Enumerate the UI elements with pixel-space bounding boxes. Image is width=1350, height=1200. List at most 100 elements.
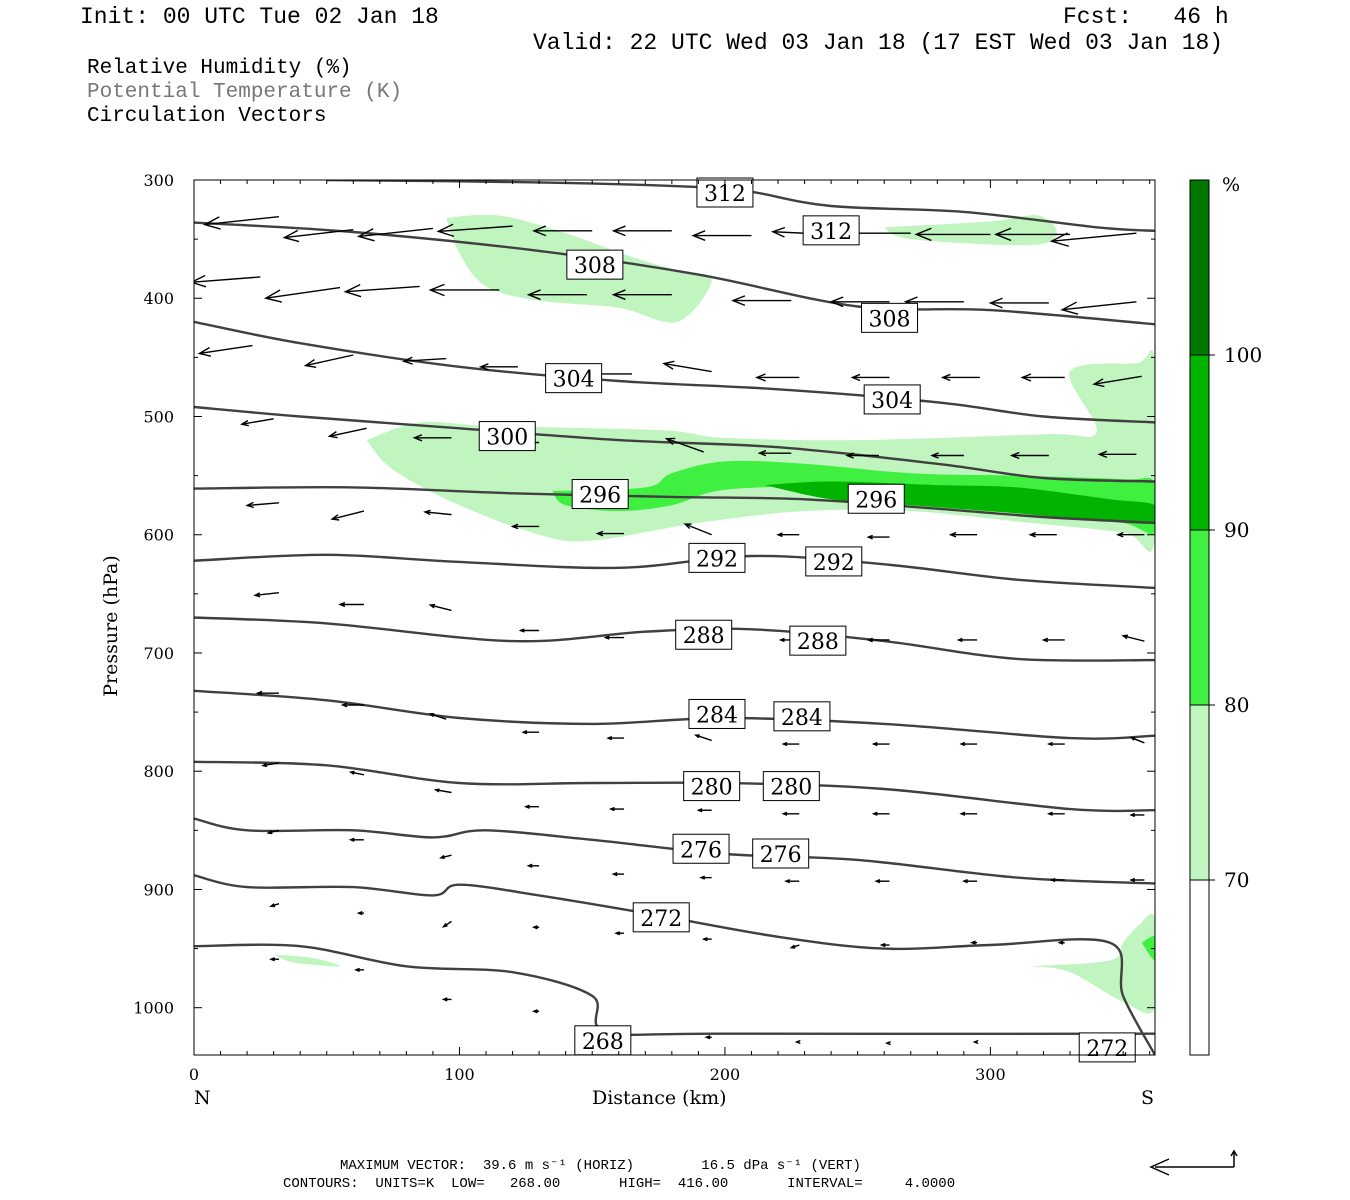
circulation-vector	[611, 871, 625, 877]
circulation-vector	[611, 225, 672, 237]
circulation-vector	[269, 902, 280, 908]
circulation-vector	[343, 283, 420, 298]
contour-label-text: 272	[1086, 1037, 1128, 1062]
circulation-vector	[1129, 812, 1145, 818]
circulation-vector	[850, 373, 890, 382]
circulation-vector	[959, 741, 978, 747]
circulation-vector	[776, 532, 800, 538]
reference-vector-arrow	[1149, 1149, 1238, 1176]
max-vector-info: MAXIMUM VECTOR: 39.6 m s⁻¹ (HORIZ) 16.5 …	[340, 1158, 861, 1174]
contour-label-text: 292	[696, 547, 738, 572]
circulation-vector	[781, 741, 800, 747]
circulation-vector	[303, 354, 354, 369]
contour-label-272: 272	[632, 902, 690, 933]
theta-contour-268	[194, 943, 1155, 1037]
circulation-vector	[845, 452, 879, 459]
circulation-vector	[428, 283, 500, 297]
contour-label-text: 288	[797, 630, 839, 655]
circulation-vector	[423, 509, 452, 516]
circulation-vector	[664, 437, 704, 453]
colorbar-swatch	[1189, 879, 1210, 1056]
contour-label-text: 276	[680, 838, 722, 863]
y-tick-label: 600	[143, 526, 174, 545]
circulation-vector	[948, 531, 978, 538]
x-tick-label: 0	[189, 1065, 199, 1084]
y-tick-label: 500	[143, 407, 174, 426]
circulation-vector	[521, 730, 540, 735]
theta-contour-292	[194, 553, 1155, 590]
circulation-vector	[1020, 373, 1065, 382]
circulation-vector	[356, 910, 364, 916]
circulation-vector	[1129, 877, 1145, 883]
contour-label-312: 312	[802, 215, 860, 246]
contour-label-text: 308	[574, 254, 616, 279]
contour-label-text: 280	[691, 776, 733, 801]
colorbar-label: 90	[1224, 518, 1249, 542]
contour-label-text: 276	[760, 843, 802, 868]
circulation-vector	[1046, 811, 1065, 816]
circulation-vector	[518, 628, 540, 633]
circulation-vector	[701, 936, 712, 942]
circulation-vector	[606, 735, 625, 741]
colorbar-label: 100	[1224, 343, 1262, 367]
circulation-vector	[1041, 637, 1065, 643]
circulation-vector	[441, 920, 452, 928]
colorbar: 100 90 80 70%	[1189, 174, 1262, 1056]
y-tick-label: 400	[143, 289, 174, 308]
circulation-vector	[245, 501, 280, 509]
circulation-vector	[532, 225, 593, 237]
circulation-vector	[327, 427, 367, 439]
circulation-vector	[829, 296, 890, 308]
contour-label-304: 304	[545, 363, 603, 394]
contour-label-272: 272	[1078, 1032, 1136, 1063]
circulation-vector	[993, 227, 1071, 242]
circulation-vector	[282, 228, 354, 243]
circulation-vector	[683, 523, 712, 536]
circulation-vector	[356, 227, 433, 242]
contour-label-text: 272	[640, 907, 682, 932]
circulation-vector	[1060, 301, 1137, 315]
contour-label-268: 268	[574, 1025, 632, 1056]
circulation-vector	[412, 434, 452, 442]
contour-label-284: 284	[773, 701, 831, 732]
contour-label-text: 296	[855, 488, 897, 513]
circulation-vector	[794, 1039, 801, 1045]
circulation-vector	[401, 356, 447, 365]
circulation-vector	[266, 829, 280, 835]
theta-contour-304	[194, 320, 1155, 424]
colorbar-swatch	[1189, 704, 1210, 881]
circulation-vector	[879, 942, 890, 948]
circulation-vector	[614, 931, 625, 936]
circulation-vector	[523, 804, 540, 809]
circulation-vector	[1049, 232, 1137, 247]
y-tick-label: 700	[143, 644, 174, 663]
theta-contour-284	[194, 689, 1155, 740]
circulation-vector	[754, 373, 800, 382]
legend-circulation-vectors: Circulation Vectors	[87, 105, 327, 128]
circulation-vector	[253, 591, 280, 598]
circulation-vector	[1121, 634, 1145, 642]
circulation-vector	[972, 1039, 979, 1045]
circulation-vector	[611, 289, 672, 301]
colorbar-label: 80	[1224, 693, 1249, 717]
contour-label-296: 296	[571, 479, 629, 510]
x-axis-label: Distance (km)	[592, 1087, 727, 1109]
circulation-vector	[428, 603, 452, 612]
valid-time: Valid: 22 UTC Wed 03 Jan 18 (17 EST Wed …	[533, 30, 1224, 56]
y-tick-label: 1000	[133, 999, 174, 1018]
legend-relative-humidity: Relative Humidity (%)	[87, 57, 352, 80]
axes: 0 100 200 300 300 400 500 600 700 800 900 1000	[133, 171, 1155, 1084]
contour-label-280: 280	[683, 771, 741, 802]
circulation-vector	[330, 510, 365, 521]
circulation-vector	[202, 215, 280, 230]
circulation-vector	[439, 854, 452, 860]
contour-label-308: 308	[861, 302, 919, 333]
circulation-vector	[603, 635, 625, 640]
theta-contour-312	[326, 180, 1155, 232]
circulation-vector	[338, 601, 364, 608]
rh-region-70	[1030, 913, 1155, 1014]
contour-label-296: 296	[847, 483, 905, 514]
contour-labels: 312 312 308 308 304 304 300 296 296 292 292 288 288 2…	[478, 177, 1136, 1063]
north-label: N	[194, 1087, 211, 1109]
colorbar-swatch	[1189, 529, 1210, 706]
